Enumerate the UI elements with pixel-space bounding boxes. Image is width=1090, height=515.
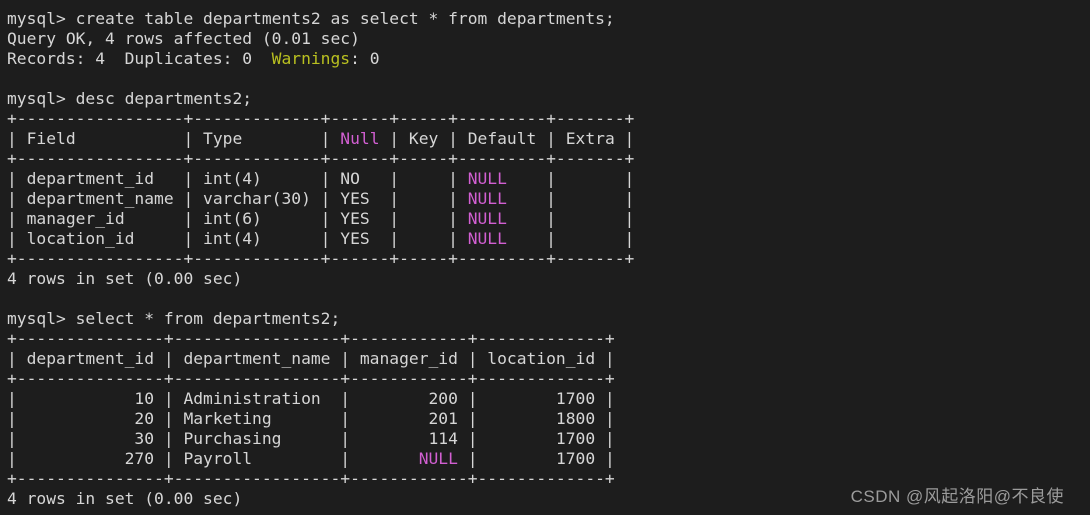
terminal-line: | 30 | Purchasing | 114 | 1700 |	[7, 429, 1082, 449]
terminal-text-segment: mysql> select * from departments2;	[7, 309, 341, 328]
terminal-text-segment: NULL	[467, 189, 507, 208]
terminal-line: | department_id | int(4) | NO | | NULL |…	[7, 169, 1082, 189]
terminal-text-segment: | department_id | department_name | mana…	[7, 349, 615, 368]
terminal-text-segment: +---------------+-----------------+-----…	[7, 469, 615, 488]
terminal-text-segment: | location_id | int(4) | YES | |	[7, 229, 468, 248]
terminal-text-segment: : 0	[350, 49, 380, 68]
terminal-line	[7, 289, 1082, 309]
terminal-line: mysql> select * from departments2;	[7, 309, 1082, 329]
terminal-line: | 10 | Administration | 200 | 1700 |	[7, 389, 1082, 409]
terminal-line: +---------------+-----------------+-----…	[7, 369, 1082, 389]
terminal-line: | manager_id | int(6) | YES | | NULL | |	[7, 209, 1082, 229]
terminal-text-segment: | Field | Type |	[7, 129, 341, 148]
terminal-line: | location_id | int(4) | YES | | NULL | …	[7, 229, 1082, 249]
terminal-text-segment: | |	[506, 189, 635, 208]
terminal-line: Records: 4 Duplicates: 0 Warnings: 0	[7, 49, 1082, 69]
terminal-text-segment: Warnings	[271, 49, 351, 68]
terminal-line: mysql> desc departments2;	[7, 89, 1082, 109]
terminal-text-segment: +-----------------+-------------+------+…	[7, 149, 635, 168]
terminal-line: +-----------------+-------------+------+…	[7, 109, 1082, 129]
terminal-line: | Field | Type | Null | Key | Default | …	[7, 129, 1082, 149]
terminal-text-segment: mysql> desc departments2;	[7, 89, 253, 108]
watermark: CSDN @风起洛阳@不良使	[850, 487, 1064, 506]
terminal-line: +-----------------+-------------+------+…	[7, 149, 1082, 169]
terminal-text-segment: Records: 4 Duplicates: 0	[7, 49, 272, 68]
terminal-text-segment: | 1700 |	[457, 449, 615, 468]
terminal-text-segment: | department_name | varchar(30) | YES | …	[7, 189, 468, 208]
terminal-text-segment: | 270 | Payroll |	[7, 449, 419, 468]
terminal-text-segment: | |	[506, 209, 635, 228]
terminal-line: | department_id | department_name | mana…	[7, 349, 1082, 369]
terminal-text-segment: NULL	[467, 169, 507, 188]
terminal-text-segment: Query OK, 4 rows affected (0.01 sec)	[7, 29, 360, 48]
terminal-text-segment: | department_id | int(4) | NO | |	[7, 169, 468, 188]
terminal-text-segment: | manager_id | int(6) | YES | |	[7, 209, 468, 228]
terminal-text-segment: | |	[506, 169, 635, 188]
terminal-line: +---------------+-----------------+-----…	[7, 329, 1082, 349]
terminal-line: | 270 | Payroll | NULL | 1700 |	[7, 449, 1082, 469]
terminal-line: 4 rows in set (0.00 sec)	[7, 269, 1082, 289]
terminal-text-segment: | 10 | Administration | 200 | 1700 |	[7, 389, 615, 408]
terminal-text-segment: 4 rows in set (0.00 sec)	[7, 489, 243, 508]
terminal-text-segment: | Key | Default | Extra |	[379, 129, 635, 148]
terminal-text-segment: NULL	[467, 209, 507, 228]
terminal-text-segment: mysql> create table departments2 as sele…	[7, 9, 615, 28]
terminal-text-segment: | 20 | Marketing | 201 | 1800 |	[7, 409, 615, 428]
terminal-text-segment: NULL	[418, 449, 458, 468]
terminal-text-segment: +-----------------+-------------+------+…	[7, 109, 635, 128]
terminal-line: | 20 | Marketing | 201 | 1800 |	[7, 409, 1082, 429]
terminal-line: +-----------------+-------------+------+…	[7, 249, 1082, 269]
terminal-line: mysql> create table departments2 as sele…	[7, 9, 1082, 29]
terminal-line: 4 rows in set (0.00 sec)	[7, 489, 1082, 509]
terminal-text-segment: NULL	[467, 229, 507, 248]
terminal-text-segment: | |	[506, 229, 635, 248]
terminal-line	[7, 69, 1082, 89]
terminal-line: +---------------+-----------------+-----…	[7, 469, 1082, 489]
terminal-line: Query OK, 4 rows affected (0.01 sec)	[7, 29, 1082, 49]
terminal-text-segment: 4 rows in set (0.00 sec)	[7, 269, 243, 288]
terminal-text-segment: +---------------+-----------------+-----…	[7, 329, 615, 348]
terminal-text-segment: | 30 | Purchasing | 114 | 1700 |	[7, 429, 615, 448]
terminal-text-segment: +-----------------+-------------+------+…	[7, 249, 635, 268]
terminal-line: | department_name | varchar(30) | YES | …	[7, 189, 1082, 209]
terminal-text-segment: +---------------+-----------------+-----…	[7, 369, 615, 388]
terminal-text-segment: Null	[340, 129, 380, 148]
